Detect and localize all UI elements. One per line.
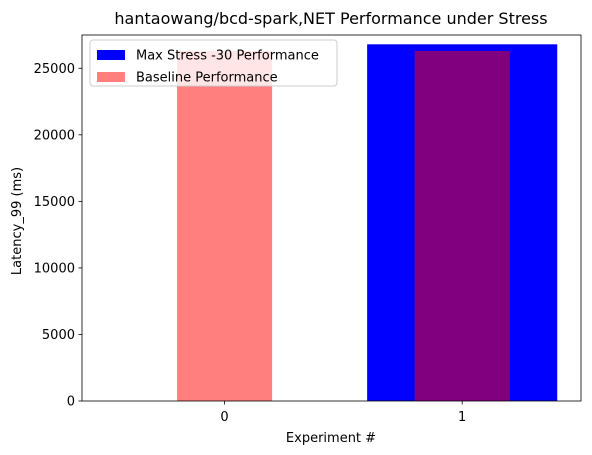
axes-layer: 0 5000 10000 15000 20000 25000 0 1 bbox=[34, 34, 582, 425]
y-tick-label: 5000 bbox=[42, 328, 75, 343]
chart-title: hantaowang/bcd-spark,NET Performance und… bbox=[114, 9, 547, 28]
legend: Max Stress -30 Performance Baseline Perfo… bbox=[89, 39, 338, 87]
x-tick-label: 0 bbox=[220, 410, 228, 425]
bars-layer bbox=[177, 44, 558, 401]
x-axis-label: Experiment # bbox=[286, 431, 376, 446]
bar-series-1-x-0 bbox=[177, 50, 273, 401]
legend-label: Max Stress -30 Performance bbox=[136, 49, 319, 64]
y-tick-label: 20000 bbox=[34, 128, 75, 143]
legend-label: Baseline Performance bbox=[136, 71, 278, 86]
y-tick-label: 0 bbox=[67, 395, 75, 410]
x-tick-label: 1 bbox=[458, 410, 466, 425]
legend-swatch bbox=[97, 50, 125, 60]
y-tick-label: 10000 bbox=[34, 261, 75, 276]
legend-swatch bbox=[97, 72, 125, 82]
legend-box bbox=[89, 39, 338, 87]
y-tick-label: 15000 bbox=[34, 195, 75, 210]
plot-frame bbox=[81, 34, 582, 402]
bar-series-1-x-1 bbox=[414, 50, 510, 401]
y-tick-label: 25000 bbox=[34, 62, 75, 77]
y-axis-label: Latency_99 (ms) bbox=[10, 167, 25, 275]
